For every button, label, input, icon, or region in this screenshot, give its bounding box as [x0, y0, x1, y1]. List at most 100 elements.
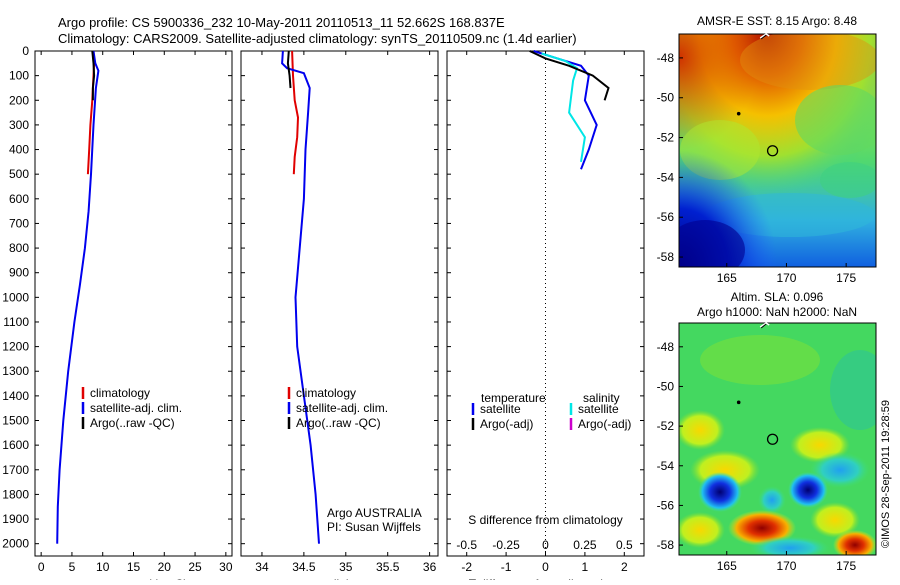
depth-tick-label: 2000: [2, 537, 29, 551]
temperature-x-tick-label: 20: [158, 560, 172, 574]
sst-map-lat-label: -56: [657, 210, 675, 224]
sla-map-lat-label: -48: [657, 340, 675, 354]
pi-annotation: PI: Susan Wijffels: [327, 520, 421, 534]
depth-tick-label: 1100: [3, 315, 29, 329]
depth-tick-label: 400: [9, 143, 29, 157]
temperature-legend-label: satellite-adj. clim.: [90, 401, 182, 415]
sla-argo-track-mark: [759, 322, 770, 328]
temperature-series-line: [56, 50, 100, 544]
sst-map-lat-label: -50: [657, 91, 675, 105]
sla-map-lon-label: 175: [836, 559, 856, 573]
figure-title-line1: Argo profile: CS 5900336_232 10-May-2011…: [58, 15, 505, 30]
sst-argo-track-point: [736, 111, 741, 116]
depth-tick-label: 800: [9, 241, 29, 255]
depth-tick-label: 1000: [2, 290, 29, 304]
temperature-x-tick-label: 25: [188, 560, 202, 574]
difference-x-tick-label: 0: [542, 560, 549, 574]
temperature-plot-frame: [34, 50, 233, 557]
temperature-x-tick-label: 5: [69, 560, 76, 574]
difference-legend-label: Argo(-adj): [480, 417, 533, 431]
depth-tick-label: 900: [9, 266, 29, 280]
sst-map-lat-label: -54: [657, 170, 675, 184]
depth-tick-label: 1800: [2, 487, 29, 501]
difference-x-tick-label: -2: [461, 560, 472, 574]
difference-series-line: [541, 52, 586, 163]
sst-map-lat-label: -58: [657, 250, 675, 264]
depth-tick-label: 1600: [2, 438, 29, 452]
sst-map-lat-label: -52: [657, 131, 675, 145]
salinity-x-tick-label: 34.5: [292, 560, 316, 574]
sla-map-title2: Argo h1000: NaN h2000: NaN: [697, 305, 857, 319]
depth-tick-label: 0: [22, 44, 29, 58]
salinity-legend-label: climatology: [296, 386, 356, 400]
depth-tick-label: 600: [9, 192, 29, 206]
sla-map-lat-label: -52: [657, 419, 675, 433]
salinity-legend-label: satellite-adj. clim.: [296, 401, 388, 415]
depth-tick-label: 1700: [2, 463, 29, 477]
sla-map-lat-label: -56: [657, 498, 675, 512]
difference-legend-label: satellite: [578, 402, 619, 416]
salinity-diff-tick-label: 0.25: [573, 538, 597, 552]
difference-legend-label: satellite: [480, 402, 521, 416]
sst-argo-track-mark: [759, 33, 770, 39]
legend-header-temperature: temperature: [481, 391, 546, 405]
depth-tick-label: 700: [9, 216, 29, 230]
temperature-x-tick-label: 0: [38, 560, 45, 574]
sla-map-title1: Altim. SLA: 0.096: [731, 290, 824, 304]
sst-argo-track-mark-dark: [760, 34, 767, 40]
salinity-x-tick-label: 36: [423, 560, 437, 574]
sla-map-lat-label: -54: [657, 459, 675, 473]
imos-timestamp-watermark: ©IMOS 28-Sep-2011 19:28:59: [880, 400, 892, 548]
salinity-diff-tick-label: 0: [542, 538, 549, 552]
sst-argo-location-marker: [766, 145, 779, 157]
depth-tick-label: 300: [9, 118, 29, 132]
depth-tick-label: 1400: [2, 389, 29, 403]
sst-map-panel: AMSR-E SST: 8.15 Argo: 8.48 165 170 175 -48…: [657, 14, 877, 285]
difference-legend-label: Argo(-adj): [578, 417, 631, 431]
temperature-series-line: [91, 50, 96, 101]
temperature-x-tick-label: 30: [219, 560, 233, 574]
sst-map-title: AMSR-E SST: 8.15 Argo: 8.48: [697, 14, 857, 28]
salinity-diff-tick-label: -0.25: [492, 538, 520, 552]
salinity-diff-tick-label: 0.5: [616, 538, 633, 552]
depth-tick-label: 100: [9, 69, 29, 83]
sst-map-lon-label: 165: [717, 271, 737, 285]
sla-map-lat-label: -50: [657, 379, 675, 393]
salinity-diff-axis-label: S difference from climatology: [468, 513, 623, 527]
sst-map-lon-label: 170: [776, 271, 796, 285]
temperature-x-tick-label: 10: [96, 560, 110, 574]
depth-tick-label: 1500: [2, 414, 29, 428]
figure-title-line2: Climatology: CARS2009. Satellite-adjuste…: [58, 31, 577, 46]
temperature-legend-label: Argo(..raw -QC): [90, 416, 175, 430]
depth-tick-label: 1300: [2, 364, 29, 378]
depth-tick-label: 500: [9, 167, 29, 181]
sla-map-image: [679, 323, 876, 555]
salinity-series-line: [281, 50, 320, 544]
depth-tick-label: 1200: [2, 340, 29, 354]
depth-tick-label: 1900: [2, 512, 29, 526]
legend-header-salinity: salinity: [583, 391, 620, 405]
sst-map-lat-label: -48: [657, 51, 675, 65]
salinity-series-line: [291, 50, 300, 175]
sla-map-lon-label: 170: [776, 559, 796, 573]
difference-profile-panel: -2-1012T difference from climatology-0.5…: [446, 50, 645, 585]
salinity-x-tick-label: 34: [255, 560, 269, 574]
depth-tick-label: 200: [9, 93, 29, 107]
sla-map-lat-label: -58: [657, 538, 675, 552]
difference-x-tick-label: -1: [501, 560, 512, 574]
sla-map-lon-label: 165: [717, 559, 737, 573]
sla-map-panel: Altim. SLA: 0.096 Argo h1000: NaN h2000:…: [657, 290, 877, 573]
difference-x-tick-label: 2: [621, 560, 628, 574]
salinity-x-tick-label: 35.5: [376, 560, 400, 574]
temperature-profile-panel: 051015202530temperature (deg C)010020030…: [2, 44, 233, 585]
difference-x-tick-label: 1: [582, 560, 589, 574]
difference-series-line: [529, 50, 610, 101]
sla-argo-location-marker: [766, 433, 779, 445]
salinity-plot-frame: [240, 50, 439, 557]
sla-argo-track-mark-dark: [760, 323, 767, 329]
temperature-x-tick-label: 15: [127, 560, 141, 574]
salinity-series-line: [286, 50, 292, 89]
temperature-legend-label: climatology: [90, 386, 150, 400]
